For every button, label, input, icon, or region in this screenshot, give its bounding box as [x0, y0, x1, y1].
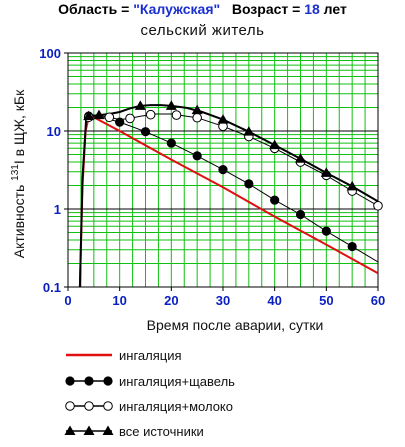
data-point-all-sources	[217, 114, 229, 124]
region-label: Область =	[58, 1, 134, 17]
x-tick-label: 50	[319, 293, 333, 308]
data-point-all-sources	[191, 104, 203, 115]
data-point-inhalation-sorrel	[218, 164, 228, 175]
x-axis-label: Время после аварии, сутки	[147, 317, 324, 333]
data-point-all-sources	[83, 110, 95, 121]
series-line-all-sources	[78, 104, 378, 287]
age-label: Возраст =	[231, 1, 305, 17]
data-point-all-sources	[134, 100, 146, 110]
data-point-all-sources	[295, 153, 306, 163]
data-point-inhalation-sorrel	[192, 151, 202, 161]
legend-marker-all-sources	[102, 425, 114, 435]
data-point-inhalation-milk	[192, 112, 202, 123]
x-tick-label: 30	[216, 293, 230, 308]
y-tick-label: 0.1	[43, 280, 61, 295]
ticks: 0 10 20 30 40 50 60 0.1 1 10 100	[39, 46, 385, 308]
series-lines	[78, 104, 378, 287]
data-point-all-sources	[346, 180, 358, 191]
data-point-all-sources	[320, 167, 332, 177]
data-point-all-sources	[93, 109, 105, 120]
legend-marker-inhalation-sorrel	[103, 376, 113, 386]
data-point-inhalation-sorrel	[244, 179, 254, 189]
legend-label-inhalation-milk: ингаляция+молоко	[119, 399, 233, 414]
data-point-inhalation-sorrel	[115, 117, 125, 127]
x-tick-label: 40	[267, 293, 281, 308]
y-tick-label: 10	[47, 124, 61, 139]
y-tick-label: 100	[39, 46, 61, 61]
y-axis-label-sup: 131	[10, 164, 21, 181]
y-axis-label-part: Активность	[11, 181, 27, 258]
series-markers	[83, 100, 383, 252]
x-tick-label: 10	[112, 293, 126, 308]
data-point-inhalation-milk	[373, 200, 383, 211]
legend: ингаляция ингаляция+щавель ингаляция+молок…	[64, 348, 235, 439]
legend-label-inhalation: ингаляция	[119, 348, 182, 363]
legend-marker-inhalation-sorrel	[84, 376, 94, 386]
y-axis-label-part: I в ЩЖ, кБк	[11, 89, 27, 164]
legend-label-inhalation-sorrel: ингаляция+щавель	[119, 374, 235, 389]
data-point-all-sources	[243, 126, 255, 136]
data-point-all-sources	[165, 100, 177, 110]
data-point-inhalation-milk	[104, 112, 115, 123]
data-point-inhalation-sorrel	[166, 138, 176, 148]
x-tick-label: 60	[371, 293, 385, 308]
data-point-inhalation-sorrel	[140, 127, 151, 137]
data-point-inhalation-milk	[125, 113, 135, 124]
data-point-inhalation-milk	[171, 110, 182, 120]
legend-marker-inhalation-milk	[84, 401, 94, 411]
data-point-inhalation-sorrel	[295, 209, 306, 220]
data-point-all-sources	[269, 139, 281, 150]
data-point-inhalation-sorrel	[321, 226, 331, 236]
legend-marker-inhalation-sorrel	[65, 376, 75, 386]
legend-marker-all-sources	[83, 425, 95, 435]
x-tick-label: 20	[164, 293, 178, 308]
series-line-inhalation-milk	[79, 113, 378, 287]
age-unit: лет	[319, 1, 347, 17]
legend-marker-all-sources	[64, 425, 76, 435]
series-line-inhalation-sorrel	[79, 114, 378, 287]
chart-subtitle: сельский житель	[140, 22, 265, 39]
region-value: "Калужская"	[133, 1, 221, 17]
y-tick-label: 1	[54, 202, 61, 217]
data-point-inhalation-sorrel	[270, 195, 280, 205]
x-tick-label: 0	[64, 293, 71, 308]
chart-title: Область = "Калужская" Возраст = 18 лет	[0, 1, 405, 17]
legend-marker-inhalation-milk	[65, 401, 75, 411]
legend-label-all-sources: все источники	[119, 424, 204, 439]
data-point-inhalation-milk	[145, 109, 156, 120]
legend-marker-inhalation-milk	[103, 401, 113, 411]
y-axis-label: Активность 131I в ЩЖ, кБк	[10, 89, 27, 258]
data-point-inhalation-sorrel	[347, 241, 357, 252]
age-value: 18	[304, 1, 320, 17]
